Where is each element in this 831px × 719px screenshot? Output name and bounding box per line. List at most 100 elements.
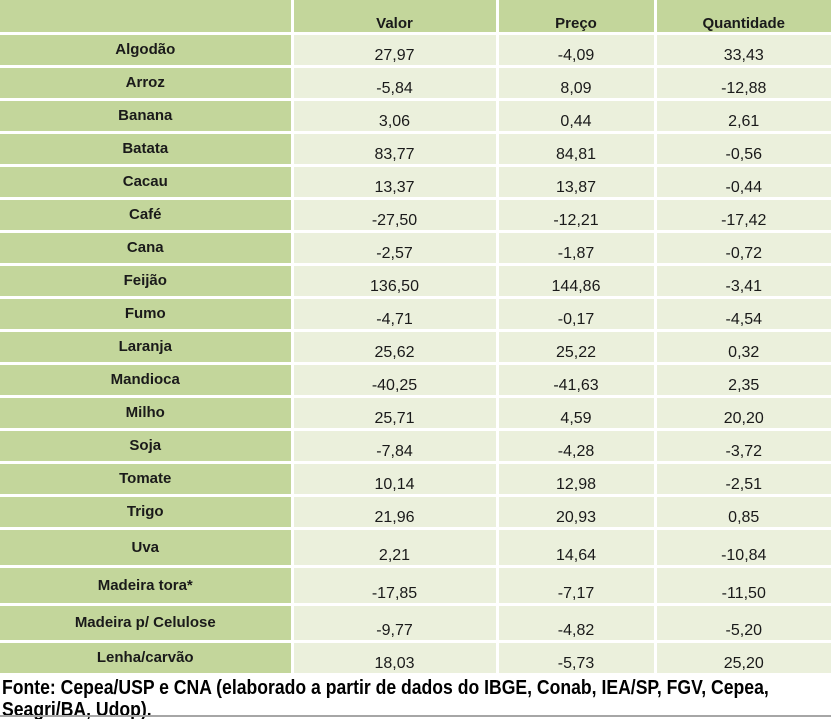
table-row: Arroz -5,84 8,09 -12,88 (0, 64, 831, 101)
table-row: Trigo 21,96 20,93 0,85 (0, 493, 831, 530)
valor-cell: 18,03 (290, 639, 499, 673)
table-row: Algodão 27,97 -4,09 33,43 (0, 31, 831, 68)
preco-cell: -1,87 (495, 229, 657, 266)
row-label: Madeira tora* (0, 564, 294, 606)
preco-cell: -7,17 (495, 564, 657, 606)
preco-cell: -5,73 (495, 639, 657, 673)
preco-cell: 20,93 (495, 493, 657, 530)
table-row: Cacau 13,37 13,87 -0,44 (0, 163, 831, 200)
quantidade-cell: 20,20 (653, 394, 831, 431)
preco-cell: -4,09 (495, 31, 657, 68)
quantidade-cell: 0,32 (653, 328, 831, 365)
quantidade-cell: -10,84 (653, 526, 831, 568)
table-row: Lenha/carvão 18,03 -5,73 25,20 (0, 639, 831, 673)
quantidade-cell: 33,43 (653, 31, 831, 68)
preco-cell: -12,21 (495, 196, 657, 233)
valor-cell: 25,62 (290, 328, 499, 365)
quantidade-cell: -3,72 (653, 427, 831, 464)
quantidade-cell: -12,88 (653, 64, 831, 101)
preco-cell: -4,28 (495, 427, 657, 464)
column-header-preco: Preço (495, 0, 657, 35)
row-label: Mandioca (0, 361, 294, 398)
preco-cell: 12,98 (495, 460, 657, 497)
table-row: Batata 83,77 84,81 -0,56 (0, 130, 831, 167)
row-label: Lenha/carvão (0, 639, 294, 673)
valor-cell: -2,57 (290, 229, 499, 266)
row-label: Cacau (0, 163, 294, 200)
table-row: Fumo -4,71 -0,17 -4,54 (0, 295, 831, 332)
quantidade-cell: -5,20 (653, 602, 831, 643)
bottom-divider (0, 715, 831, 717)
quantidade-cell: -4,54 (653, 295, 831, 332)
table-row: Tomate 10,14 12,98 -2,51 (0, 460, 831, 497)
quantidade-cell: -3,41 (653, 262, 831, 299)
row-label: Feijão (0, 262, 294, 299)
valor-cell: 13,37 (290, 163, 499, 200)
quantidade-cell: 25,20 (653, 639, 831, 673)
preco-cell: 4,59 (495, 394, 657, 431)
column-header-valor: Valor (290, 0, 499, 35)
valor-cell: -4,71 (290, 295, 499, 332)
valor-cell: -17,85 (290, 564, 499, 606)
row-label: Café (0, 196, 294, 233)
valor-cell: 2,21 (290, 526, 499, 568)
table-row: Milho 25,71 4,59 20,20 (0, 394, 831, 431)
valor-cell: -9,77 (290, 602, 499, 643)
table-row: Mandioca -40,25 -41,63 2,35 (0, 361, 831, 398)
row-label: Laranja (0, 328, 294, 365)
table-row: Uva 2,21 14,64 -10,84 (0, 526, 831, 568)
row-label: Banana (0, 97, 294, 134)
quantidade-cell: -11,50 (653, 564, 831, 606)
preco-cell: 144,86 (495, 262, 657, 299)
preco-cell: 84,81 (495, 130, 657, 167)
table-row: Madeira p/ Celulose -9,77 -4,82 -5,20 (0, 602, 831, 643)
valor-cell: 3,06 (290, 97, 499, 134)
row-label: Soja (0, 427, 294, 464)
table-row: Feijão 136,50 144,86 -3,41 (0, 262, 831, 299)
table-row: Soja -7,84 -4,28 -3,72 (0, 427, 831, 464)
preco-cell: -41,63 (495, 361, 657, 398)
row-label: Uva (0, 526, 294, 568)
row-label: Tomate (0, 460, 294, 497)
preco-cell: -0,17 (495, 295, 657, 332)
valor-cell: 25,71 (290, 394, 499, 431)
table-row: Laranja 25,62 25,22 0,32 (0, 328, 831, 365)
row-label: Arroz (0, 64, 294, 101)
quantidade-cell: -17,42 (653, 196, 831, 233)
preco-cell: 8,09 (495, 64, 657, 101)
table-body: Algodão 27,97 -4,09 33,43 Arroz -5,84 8,09 -12,… (0, 31, 831, 673)
row-label: Algodão (0, 31, 294, 68)
valor-cell: 10,14 (290, 460, 499, 497)
preco-cell: 13,87 (495, 163, 657, 200)
quantidade-cell: -2,51 (653, 460, 831, 497)
source-note-line2: Seagri/BA, Udop). (2, 699, 152, 719)
preco-cell: 0,44 (495, 97, 657, 134)
quantidade-cell: 0,85 (653, 493, 831, 530)
source-note: Fonte: Cepea/USP e CNA (elaborado a part… (2, 677, 769, 719)
row-label: Trigo (0, 493, 294, 530)
valor-cell: 136,50 (290, 262, 499, 299)
table-row: Café -27,50 -12,21 -17,42 (0, 196, 831, 233)
row-label: Cana (0, 229, 294, 266)
valor-cell: -27,50 (290, 196, 499, 233)
quantidade-cell: 2,61 (653, 97, 831, 134)
preco-cell: -4,82 (495, 602, 657, 643)
commodity-variation-table: Valor Preço Quantidade Algodão 27,97 -4,09… (0, 0, 831, 673)
row-label: Milho (0, 394, 294, 431)
corner-cell (0, 0, 294, 35)
table-row: Banana 3,06 0,44 2,61 (0, 97, 831, 134)
source-note-line1: Fonte: Cepea/USP e CNA (elaborado a part… (2, 677, 769, 699)
row-label: Fumo (0, 295, 294, 332)
quantidade-cell: -0,44 (653, 163, 831, 200)
valor-cell: -5,84 (290, 64, 499, 101)
column-header-quantidade: Quantidade (653, 0, 831, 35)
valor-cell: 27,97 (290, 31, 499, 68)
quantidade-cell: -0,56 (653, 130, 831, 167)
table-row: Cana -2,57 -1,87 -0,72 (0, 229, 831, 266)
valor-cell: 21,96 (290, 493, 499, 530)
quantidade-cell: -0,72 (653, 229, 831, 266)
preco-cell: 14,64 (495, 526, 657, 568)
row-label: Madeira p/ Celulose (0, 602, 294, 643)
table-row: Madeira tora* -17,85 -7,17 -11,50 (0, 564, 831, 606)
